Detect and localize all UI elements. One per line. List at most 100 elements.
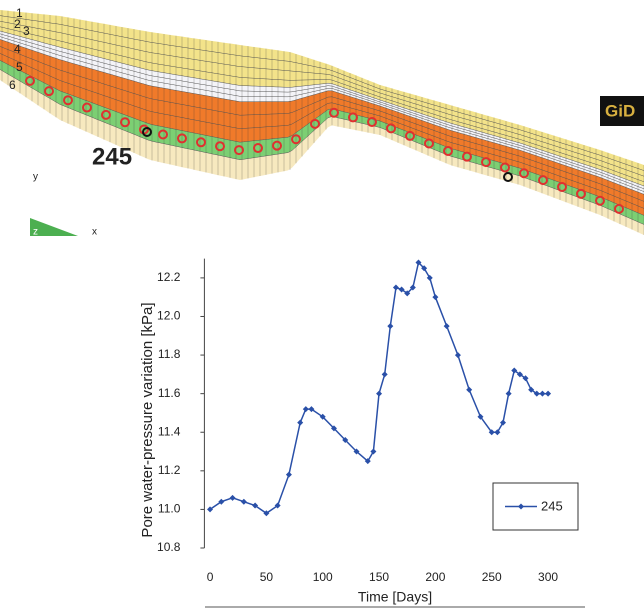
chart: 10.8 11.0 11.2 11.4 11.6 11.8 12.0 12.2 0 50 100 15…: [157, 258, 579, 584]
data-point: [432, 294, 439, 301]
mesh-layer-line: [0, 39, 644, 195]
node-marker: [405, 130, 415, 141]
data-point: [319, 413, 326, 420]
selected-node: [142, 127, 152, 137]
mesh-layer-line: [0, 15, 644, 171]
data-point: [387, 323, 394, 330]
node-marker: [348, 112, 358, 123]
mesh-layer-line: [0, 30, 644, 187]
y-tick-label: 11.6: [158, 386, 181, 400]
data-point: [285, 471, 292, 478]
selected-node: [503, 172, 513, 182]
data-point: [364, 458, 371, 465]
series-line: [209, 260, 549, 515]
node-marker: [424, 138, 434, 149]
data-point: [297, 419, 304, 426]
mesh-layer-line: [0, 26, 644, 183]
data-point: [252, 502, 259, 509]
logo: GiD: [605, 101, 635, 120]
node-marker: [386, 123, 396, 134]
mesh-layer-line: [0, 60, 644, 216]
x-tick-label: 50: [260, 570, 274, 584]
data-point: [376, 390, 383, 397]
node-marker: [481, 157, 491, 168]
data-point: [454, 352, 461, 359]
x-tick-label: 250: [482, 570, 502, 584]
node-marker: [614, 203, 624, 214]
data-point: [533, 390, 540, 397]
x-tick-label: 300: [538, 570, 558, 584]
axis-label: x: [92, 227, 97, 238]
layer-label: 6: [9, 78, 16, 92]
axis-label: z: [33, 227, 38, 238]
data-point: [466, 386, 473, 393]
data-point: [415, 259, 422, 266]
x-tick-label: 150: [369, 570, 389, 584]
y-tick-label: 10.8: [157, 540, 181, 554]
y-tick-label: 11.8: [158, 347, 181, 361]
data-point: [539, 390, 546, 397]
node-marker: [367, 117, 377, 128]
legend-marker: [518, 503, 524, 510]
node-marker: [177, 133, 187, 144]
data-point: [302, 406, 309, 413]
node-marker: [519, 168, 529, 179]
layer-label: 4: [14, 42, 21, 56]
y-tick-label: 11.4: [158, 424, 181, 438]
data-point: [522, 375, 529, 382]
layer-label: 1: [16, 6, 23, 20]
node-label: 245: [92, 143, 132, 170]
layer-label: 5: [16, 60, 23, 74]
node-marker: [595, 195, 605, 206]
mesh-layer-line: [0, 36, 644, 192]
axis-label: y: [33, 172, 38, 183]
mesh-layer-line: [0, 46, 644, 202]
legend-label: 245: [541, 498, 563, 513]
logo-box: [600, 96, 644, 126]
y-axis-title: Pore water-pressure variation [kPa]: [139, 302, 156, 537]
mesh-diagram: [0, 10, 644, 235]
data-point: [511, 367, 518, 374]
data-point: [207, 506, 214, 513]
layer-label: 2: [14, 17, 21, 31]
data-point: [330, 425, 337, 432]
node-marker: [500, 162, 510, 173]
data-point: [404, 290, 411, 297]
node-marker: [557, 181, 567, 192]
data-point: [308, 406, 315, 413]
data-point: [516, 371, 523, 378]
x-axis-title: Time [Days]: [358, 589, 432, 605]
node-marker: [25, 75, 35, 86]
node-marker: [253, 143, 263, 154]
x-tick-label: 0: [207, 570, 214, 584]
node-marker: [120, 117, 130, 128]
axis-triangle: [30, 218, 78, 236]
node-marker: [215, 141, 225, 152]
node-marker: [234, 145, 244, 156]
data-point: [443, 323, 450, 330]
data-point: [274, 502, 281, 509]
node-marker: [196, 137, 206, 148]
y-tick-label: 12.0: [157, 309, 181, 323]
node-marker: [576, 188, 586, 199]
data-point: [218, 498, 225, 505]
node-marker: [272, 140, 282, 151]
node-marker: [82, 102, 92, 113]
node-marker: [63, 95, 73, 106]
node-marker: [462, 151, 472, 162]
data-point: [426, 274, 433, 281]
layer-label: 3: [23, 24, 30, 38]
node-marker: [329, 107, 339, 118]
node-marker: [44, 86, 54, 97]
data-point: [229, 494, 236, 501]
data-point: [353, 448, 360, 455]
data-point: [342, 436, 349, 443]
data-point: [381, 371, 388, 378]
mesh-layer-line: [0, 53, 644, 209]
data-point: [505, 390, 512, 397]
data-point: [240, 498, 247, 505]
mesh-layer-line: [0, 33, 644, 190]
x-tick-label: 200: [425, 570, 445, 584]
data-point: [421, 265, 428, 272]
